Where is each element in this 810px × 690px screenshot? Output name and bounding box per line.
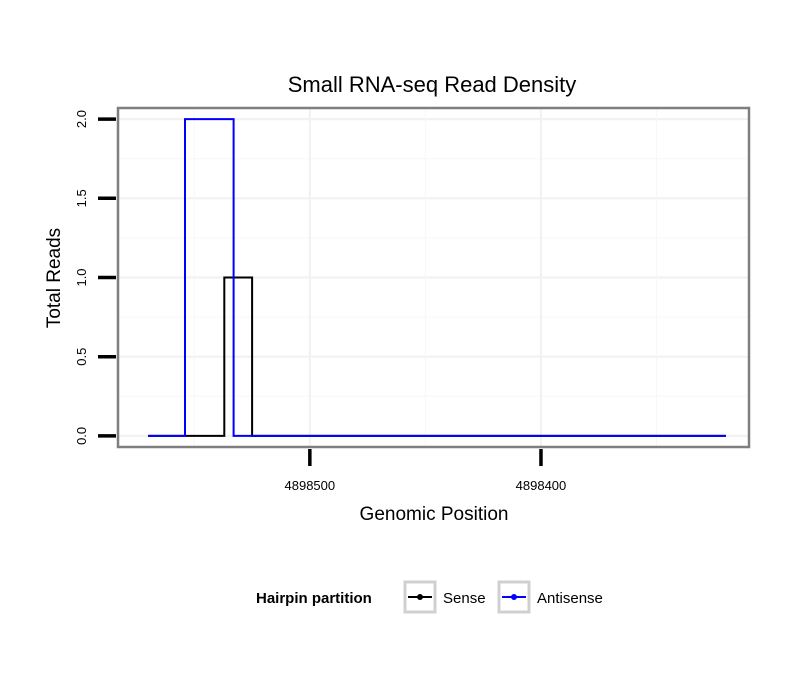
y-tick-label: 1.0 <box>74 268 89 286</box>
legend: Hairpin partition Sense Antisense <box>256 580 603 614</box>
chart-title: Small RNA-seq Read Density <box>288 72 577 97</box>
grid <box>118 108 749 447</box>
y-tick-label: 1.5 <box>74 189 89 207</box>
series-line-antisense <box>148 118 726 437</box>
y-tick-label: 2.0 <box>74 110 89 128</box>
legend-label: Antisense <box>537 590 603 607</box>
y-tick-label: 0.5 <box>74 348 89 366</box>
x-axis-title: Genomic Position <box>360 504 509 525</box>
y-axis-title: Total Reads <box>44 228 65 328</box>
y-axis: 0.0 0.5 1.0 1.5 2.0 <box>74 110 116 445</box>
series-lines <box>148 118 726 437</box>
legend-key-point <box>511 594 517 600</box>
legend-title: Hairpin partition <box>256 590 372 607</box>
plot-panel-border <box>116 106 751 449</box>
legend-label: Sense <box>443 590 486 607</box>
x-tick-label: 4898500 <box>285 478 336 493</box>
x-tick-label: 4898400 <box>516 478 567 493</box>
legend-key-point <box>417 594 423 600</box>
x-axis: 4898500 4898400 <box>285 449 567 493</box>
y-tick-label: 0.0 <box>74 427 89 445</box>
